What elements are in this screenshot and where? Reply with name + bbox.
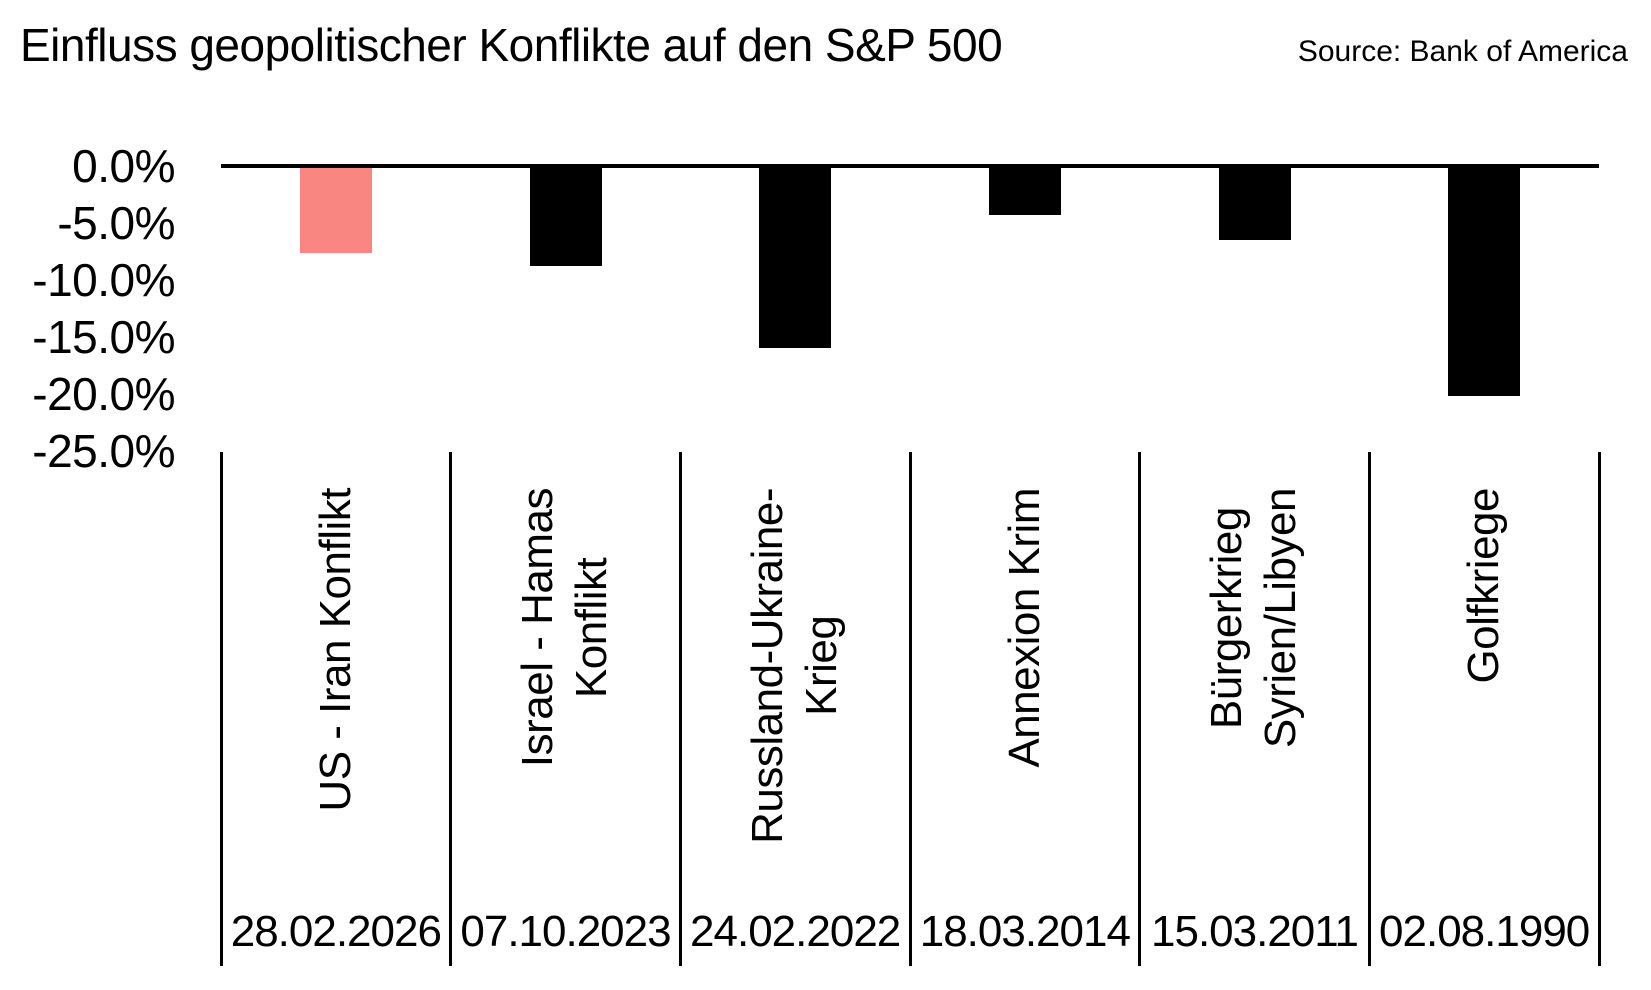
column-divider [1367,452,1371,966]
category-label: Golfkriege [1459,488,1509,684]
date-label: 24.02.2022 [690,907,901,956]
y-tick-label: -10.0% [32,254,175,306]
category-label: Bürgerkrieg Syrien/Libyen [1202,488,1306,749]
x-axis-line [221,164,1599,168]
category-label-cell: US - Iran Konflikt [221,488,451,886]
y-tick-label: 0.0% [72,140,175,192]
category-label: Russland-Ukraine- Krieg [743,488,847,844]
date-label: 07.10.2023 [460,907,671,956]
bar [1448,166,1521,397]
date-label: 02.08.1990 [1379,907,1590,956]
column-divider [678,452,682,966]
date-label: 15.03.2011 [1151,907,1359,956]
bar [299,166,372,253]
y-tick-label: -5.0% [57,197,175,249]
category-label: US - Iran Konflikt [310,488,360,812]
category-label-cell: Annexion Krim [910,488,1140,886]
column-divider [449,452,453,966]
column-divider [219,452,223,966]
category-label-cell: Russland-Ukraine- Krieg [680,488,910,886]
column-divider [1138,452,1142,966]
category-label-cell: Israel - Hamas Konflikt [451,488,681,886]
bar [988,166,1061,216]
date-label: 18.03.2014 [919,907,1131,956]
y-tick-label: -20.0% [32,368,175,420]
category-label: Annexion Krim [999,488,1049,768]
column-divider [908,452,912,966]
y-tick-label: -15.0% [32,311,175,363]
page-title: Einfluss geopolitischer Konflikte auf de… [20,19,1003,71]
date-label: 28.02.2026 [230,907,442,956]
bar [1218,166,1291,241]
category-label-cell: Golfkriege [1369,488,1599,886]
column-divider [1597,452,1601,966]
source-label: Source: Bank of America [1297,35,1628,68]
y-tick-label: -25.0% [32,425,175,477]
category-label-cell: Bürgerkrieg Syrien/Libyen [1140,488,1370,886]
bar [529,166,602,267]
bar [759,166,832,349]
category-label: Israel - Hamas Konflikt [513,488,617,768]
